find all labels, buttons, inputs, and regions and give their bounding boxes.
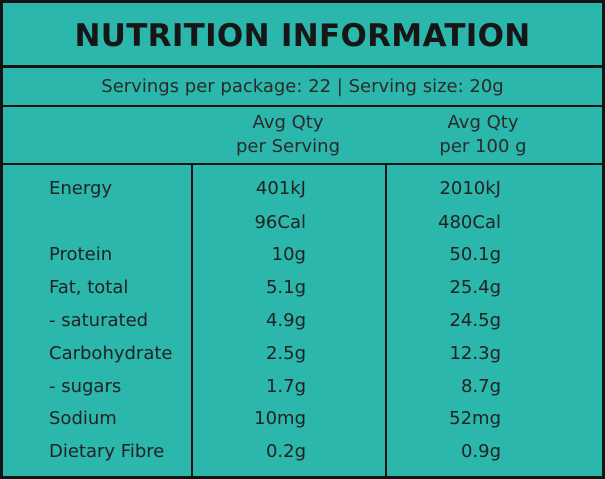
per-100g-value: 52mg bbox=[449, 408, 501, 429]
header-per-serving-line2: per Serving bbox=[235, 136, 340, 157]
per-serving-value: 0.2g bbox=[265, 441, 306, 462]
panel-title: NUTRITION INFORMATION bbox=[74, 18, 531, 54]
nutrient-label: - sugars bbox=[49, 376, 122, 397]
header-per-100g: Avg Qty per 100 g bbox=[388, 111, 578, 159]
header-per-100g-line2: per 100 g bbox=[439, 136, 527, 157]
table-row: Energy 401kJ 2010kJ bbox=[3, 172, 602, 205]
table-row: Protein 10g 50.1g bbox=[3, 238, 602, 271]
table-row: Fat, total 5.1g 25.4g bbox=[3, 271, 602, 304]
nutrient-label: Dietary Fibre bbox=[49, 441, 165, 462]
table-row: - sugars 1.7g 8.7g bbox=[3, 370, 602, 403]
column-divider-2 bbox=[385, 164, 387, 476]
header-divider bbox=[3, 163, 602, 165]
header-per-serving: Avg Qty per Serving bbox=[193, 111, 383, 159]
table-row: - saturated 4.9g 24.5g bbox=[3, 304, 602, 337]
per-100g-value: 0.9g bbox=[460, 441, 501, 462]
table-row: Carbohydrate 2.5g 12.3g bbox=[3, 337, 602, 370]
per-100g-value: 480Cal bbox=[438, 212, 501, 233]
per-serving-value: 1.7g bbox=[265, 376, 306, 397]
title-divider bbox=[3, 65, 602, 68]
nutrient-label: Sodium bbox=[49, 408, 117, 429]
nutrient-label: - saturated bbox=[49, 310, 149, 331]
per-serving-value: 10g bbox=[271, 244, 306, 265]
per-serving-value: 4.9g bbox=[265, 310, 306, 331]
per-100g-value: 12.3g bbox=[449, 343, 501, 364]
nutrient-label: Energy bbox=[49, 178, 113, 199]
per-100g-value: 2010kJ bbox=[439, 178, 501, 199]
per-serving-value: 401kJ bbox=[255, 178, 306, 199]
serving-divider bbox=[3, 105, 602, 107]
nutrient-label: Fat, total bbox=[49, 277, 129, 298]
per-serving-value: 96Cal bbox=[254, 212, 306, 233]
serving-info: Servings per package: 22 | Serving size:… bbox=[101, 75, 504, 97]
nutrient-label: Protein bbox=[49, 244, 113, 265]
per-serving-value: 5.1g bbox=[265, 277, 306, 298]
table-row: Sodium 10mg 52mg bbox=[3, 402, 602, 435]
per-100g-value: 24.5g bbox=[449, 310, 501, 331]
per-serving-value: 2.5g bbox=[265, 343, 306, 364]
nutrient-label: Carbohydrate bbox=[49, 343, 173, 364]
per-100g-value: 50.1g bbox=[449, 244, 501, 265]
header-per-serving-line1: Avg Qty bbox=[252, 112, 324, 133]
header-per-100g-line1: Avg Qty bbox=[447, 112, 519, 133]
table-row: Dietary Fibre 0.2g 0.9g bbox=[3, 435, 602, 468]
per-100g-value: 8.7g bbox=[460, 376, 501, 397]
per-serving-value: 10mg bbox=[254, 408, 306, 429]
column-divider-1 bbox=[191, 164, 193, 476]
table-row: 96Cal 480Cal bbox=[3, 206, 602, 239]
per-100g-value: 25.4g bbox=[449, 277, 501, 298]
